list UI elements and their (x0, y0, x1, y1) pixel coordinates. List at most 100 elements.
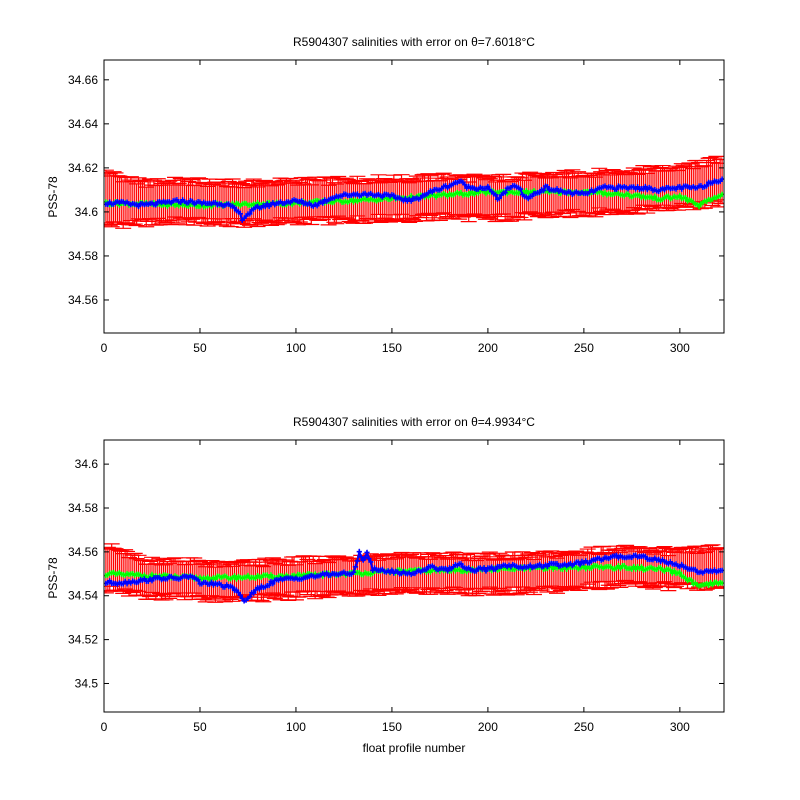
panel-2-ylabel: PSS-78 (46, 557, 60, 599)
mapped-point (642, 553, 648, 560)
original-point (677, 569, 683, 576)
panel-1-plot-area: 0 50 100 150 200 250 300 34.56 34.58 34.6 34.62 34.… (68, 59, 725, 355)
mapped-point (389, 567, 395, 573)
mapped-point (237, 211, 243, 217)
y-tick-label: 34.6 (75, 205, 99, 219)
mapped-point (153, 202, 159, 208)
mapped-point (496, 195, 503, 201)
mapped-point (554, 186, 560, 192)
x-tick-label: 150 (382, 720, 402, 734)
mapped-point (366, 555, 372, 562)
panel-2-title: R5904307 salinities with error on θ=4.99… (293, 415, 535, 429)
x-tick-label: 50 (193, 720, 207, 734)
x-tick-label: 50 (193, 341, 207, 355)
original-point (466, 192, 472, 198)
mapped-point (462, 182, 468, 188)
original-point (671, 568, 677, 574)
mapped-point (251, 590, 257, 596)
mapped-point (178, 199, 184, 206)
original-point (268, 572, 274, 578)
mapped-point (529, 193, 535, 199)
mapped-point (473, 568, 479, 574)
original-point (253, 575, 259, 581)
original-point (677, 192, 683, 199)
y-tick-label: 34.62 (68, 161, 98, 175)
mapped-point (299, 198, 305, 204)
x-tick-label: 0 (101, 341, 108, 355)
mapped-point (492, 192, 499, 198)
mapped-point (356, 549, 362, 555)
original-point (652, 193, 658, 199)
mapped-point (231, 205, 238, 211)
mapped-point (195, 577, 201, 583)
mapped-point (517, 186, 524, 192)
y-tick-label: 34.64 (68, 117, 98, 131)
mapped-point (266, 582, 272, 589)
mapped-point (368, 559, 374, 565)
original-point (245, 572, 251, 579)
y-tick-label: 34.58 (68, 249, 98, 263)
original-point (617, 565, 623, 572)
x-tick-label: 300 (670, 341, 690, 355)
mapped-point (135, 203, 142, 210)
original-point (516, 190, 522, 197)
mapped-point (537, 189, 543, 196)
mapped-point (235, 589, 241, 596)
y-tick-label: 34.52 (68, 633, 98, 647)
mapped-point (642, 183, 648, 190)
axes-box (103, 59, 725, 334)
original-point (433, 194, 439, 200)
panel-2-plot-area: 0 50 100 150 200 250 300 34.5 34.52 34.54 34.56 34.… (68, 439, 725, 734)
y-tick-label: 34.54 (68, 589, 98, 603)
mapped-point (354, 558, 360, 564)
mapped-point (544, 563, 551, 570)
mapped-point (189, 198, 195, 204)
y-tick-label: 34.56 (68, 293, 98, 307)
mapped-point (320, 200, 326, 206)
mapped-point (208, 579, 215, 585)
original-point (523, 188, 529, 194)
panel-1: R5904307 salinities with error on θ=7.60… (46, 35, 725, 355)
y-tick-label: 34.6 (75, 457, 99, 471)
original-point (688, 577, 694, 583)
mapped-point (444, 568, 451, 574)
panel-1-title: R5904307 salinities with error on θ=7.60… (293, 35, 535, 49)
y-tick-label: 34.56 (68, 545, 98, 559)
original-point (164, 203, 170, 209)
original-point (149, 571, 155, 577)
original-point (638, 564, 645, 570)
y-tick-label: 34.58 (68, 501, 98, 515)
mapped-point (613, 186, 620, 193)
x-tick-label: 0 (101, 720, 108, 734)
mapped-point (458, 561, 464, 567)
mapped-point (577, 562, 583, 568)
axes-box (103, 439, 725, 713)
x-axis-label: float profile number (363, 741, 466, 755)
x-tick-label: 100 (286, 720, 306, 734)
x-tick-label: 200 (478, 341, 498, 355)
plot-series-group (104, 543, 724, 604)
mapped-point (230, 584, 236, 590)
mapped-point (408, 198, 414, 204)
mapped-point (379, 194, 385, 200)
mapped-point (364, 549, 370, 556)
mapped-point (391, 192, 397, 198)
plot-series-group (104, 155, 724, 229)
original-point (233, 576, 240, 582)
mapped-point (692, 566, 698, 573)
mapped-point (544, 184, 551, 190)
panel-2: R5904307 salinities with error on θ=4.99… (46, 415, 725, 755)
original-point (665, 193, 671, 199)
x-tick-label: 250 (574, 720, 594, 734)
x-tick-label: 250 (574, 341, 594, 355)
x-tick-label: 150 (382, 341, 402, 355)
mapped-point (237, 592, 243, 598)
original-point (683, 195, 689, 201)
y-tick-label: 34.66 (68, 73, 98, 87)
mapped-point (704, 183, 710, 189)
mapped-point (149, 578, 155, 584)
mapped-point (502, 190, 508, 196)
mapped-point (540, 187, 547, 194)
mapped-point (270, 581, 276, 587)
